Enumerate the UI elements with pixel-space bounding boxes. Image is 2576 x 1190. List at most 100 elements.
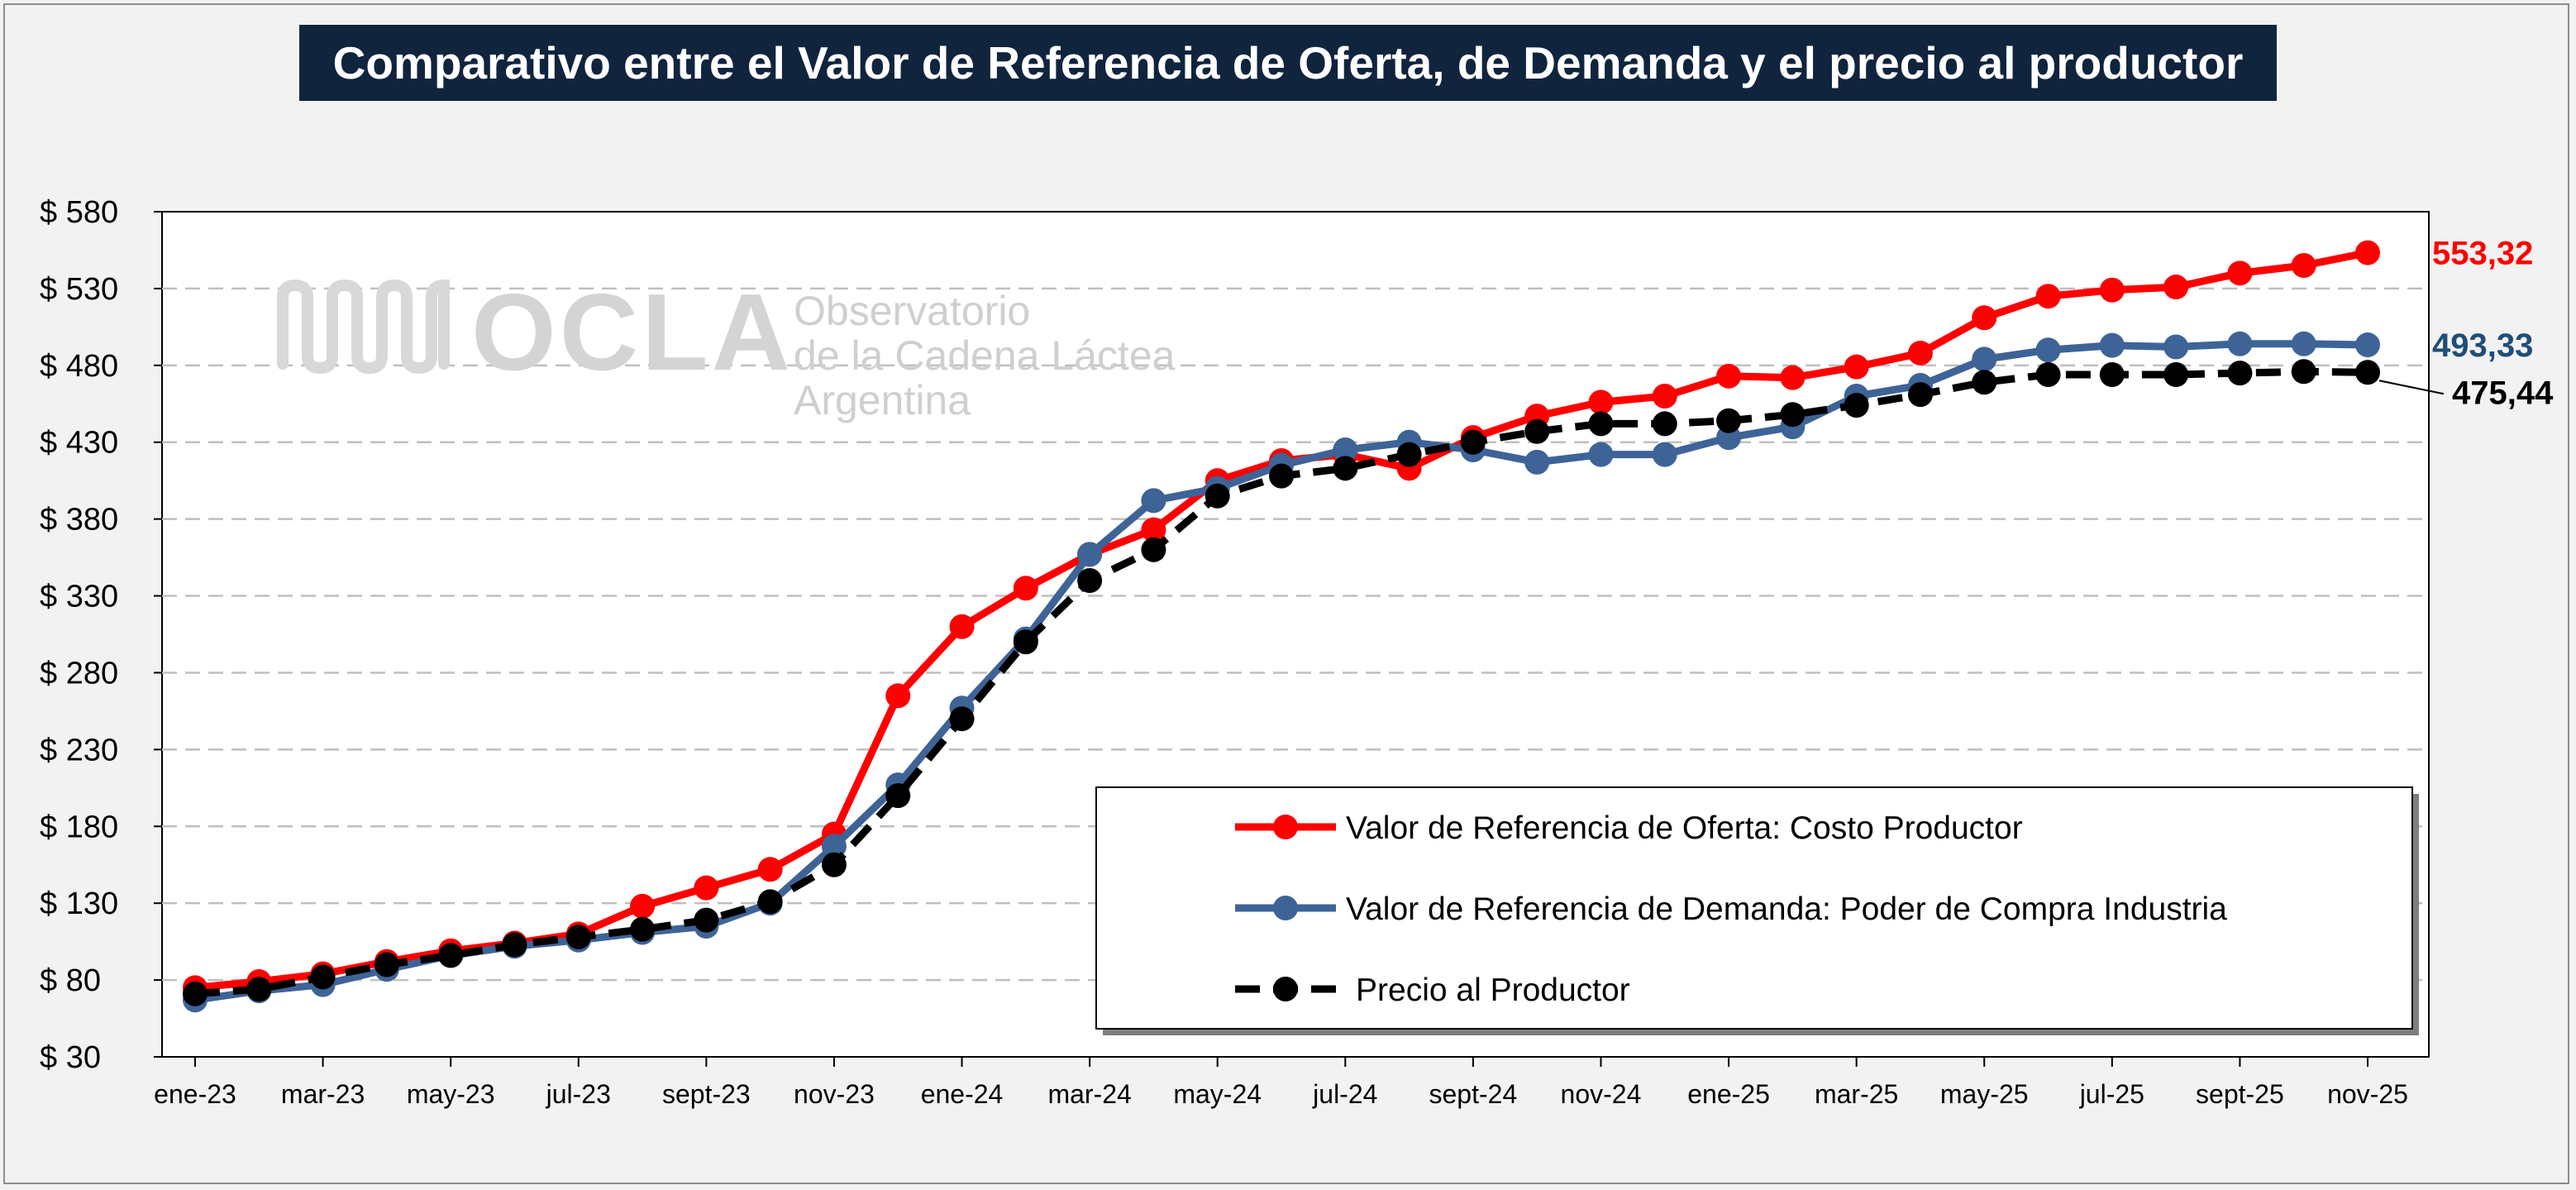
series-3-point [1077, 567, 1103, 593]
series-1-point [2227, 260, 2253, 286]
legend-label-2: Valor de Referencia de Demanda: Poder de… [1346, 891, 2227, 927]
series-1-point [949, 614, 975, 639]
series-3-point [694, 907, 719, 933]
x-tick-label: may-24 [1173, 1079, 1262, 1109]
series-3-point [1652, 411, 1677, 437]
y-tick-label: $ 280 [40, 656, 118, 691]
series-2-point [2099, 332, 2125, 358]
y-tick-label: $ 480 [40, 349, 118, 384]
series-1-point [1652, 383, 1677, 409]
watermark-line-2: de la Cadena Láctea [794, 332, 1176, 379]
series-2-point [2227, 331, 2253, 356]
series-3-point [1844, 393, 1869, 418]
series-3-point [1716, 408, 1742, 433]
series-3-point [374, 952, 399, 977]
series-3-point [1013, 629, 1038, 655]
series-1-point [1907, 340, 1933, 366]
series-2-point [1588, 442, 1614, 467]
x-tick-label: ene-23 [154, 1079, 236, 1109]
y-tick-label: $ 80 [40, 963, 101, 998]
end-label-demanda: 493,33 [2432, 327, 2533, 364]
y-tick-label: $ 180 [40, 810, 118, 844]
x-tick-label: nov-23 [794, 1079, 875, 1109]
series-2-point [1333, 437, 1358, 463]
end-label-leader-line [2378, 380, 2445, 395]
series-1-point [757, 857, 783, 882]
end-labels: 553,32 493,33 475,44 [2378, 236, 2554, 411]
series-2-point [1077, 542, 1103, 567]
x-tick-label: sept-25 [2196, 1079, 2284, 1109]
series-2-point [2035, 337, 2061, 363]
series-3-point [885, 783, 911, 809]
series-3-point [565, 925, 591, 950]
legend-label-1: Valor de Referencia de Oferta: Costo Pro… [1346, 810, 2023, 846]
series-3-point [2035, 361, 2061, 387]
legend-swatch-marker-1 [1273, 815, 1298, 839]
end-label-precio: 475,44 [2452, 375, 2554, 411]
end-label-oferta: 553,32 [2432, 236, 2533, 272]
y-tick-label: $ 430 [40, 426, 118, 461]
series-3-point [1907, 382, 1933, 408]
x-tick-label: nov-24 [1561, 1079, 1642, 1109]
series-3-point [1205, 483, 1230, 509]
series-3-point [2227, 361, 2253, 386]
ocla-logo-icon [277, 279, 450, 375]
series-3-point [2163, 361, 2189, 387]
series-1-point [694, 875, 719, 901]
y-tick-label: $ 530 [40, 272, 118, 307]
x-tick-label: nov-25 [2327, 1079, 2408, 1109]
series-3-point [1588, 411, 1614, 437]
y-tick-label: $ 130 [40, 887, 118, 921]
x-tick-label: jul-25 [2079, 1079, 2144, 1109]
series-3-point [310, 964, 336, 990]
x-tick-label: jul-23 [546, 1079, 611, 1109]
watermark-ocla-text: OCLA [471, 271, 794, 393]
series-1-point [2035, 284, 2061, 309]
series-1-point [630, 893, 656, 919]
x-tick-label: mar-23 [281, 1079, 365, 1109]
y-tick-label: $ 230 [40, 733, 118, 767]
legend-swatch-marker-2 [1273, 896, 1298, 920]
x-tick-label: may-23 [407, 1079, 495, 1109]
series-3-point [1269, 463, 1294, 489]
y-tick-label: $ 380 [40, 503, 118, 538]
series-3-point [2291, 359, 2316, 385]
y-axis-ticks: $ 30 $ 80 $ 130 $ 180 $ 230 $ 280 $ 330 $ 380 $ … [40, 195, 162, 1075]
y-tick-label: $ 580 [40, 195, 118, 230]
series-2-point [1524, 449, 1550, 475]
series-1-point [1844, 354, 1869, 380]
series-3-point [757, 889, 783, 915]
series-1-point [1716, 363, 1742, 389]
ocla-watermark: OCLA Observatorio de la Cadena Láctea Ar… [277, 271, 1176, 423]
series-1-point [2355, 240, 2380, 265]
series-3-point [1524, 418, 1550, 444]
series-3-point [246, 977, 272, 1002]
chart-title: Comparativo entre el Valor de Referencia… [299, 25, 2277, 101]
series-3-point [183, 981, 208, 1006]
x-tick-label: sept-23 [662, 1079, 751, 1109]
series-1-point [2099, 277, 2125, 303]
series-3-point [821, 852, 847, 877]
x-tick-label: ene-24 [921, 1079, 1004, 1109]
series-2-point [2355, 332, 2380, 358]
series-2-point [2291, 331, 2316, 356]
series-3-point [502, 932, 527, 958]
legend: Valor de Referencia de Oferta: Costo Pro… [1095, 786, 2419, 1035]
series-2-point [1652, 442, 1677, 467]
watermark-line-3: Argentina [794, 377, 971, 423]
x-tick-label: mar-25 [1815, 1079, 1898, 1109]
series-3-point [1780, 402, 1806, 428]
legend-swatch-marker-3 [1273, 977, 1298, 1001]
series-3-point [438, 943, 464, 968]
x-tick-label: may-25 [1940, 1079, 2029, 1109]
series-3-point [2355, 360, 2380, 385]
watermark-line-1: Observatorio [794, 288, 1030, 334]
series-3-point [2099, 361, 2125, 387]
y-tick-label: $ 30 [40, 1040, 101, 1075]
series-1-point [1013, 576, 1038, 601]
series-3-point [1141, 537, 1166, 562]
legend-label-3: Precio al Productor [1356, 973, 1630, 1008]
x-tick-label: jul-24 [1312, 1079, 1377, 1109]
x-tick-label: ene-25 [1687, 1079, 1770, 1109]
